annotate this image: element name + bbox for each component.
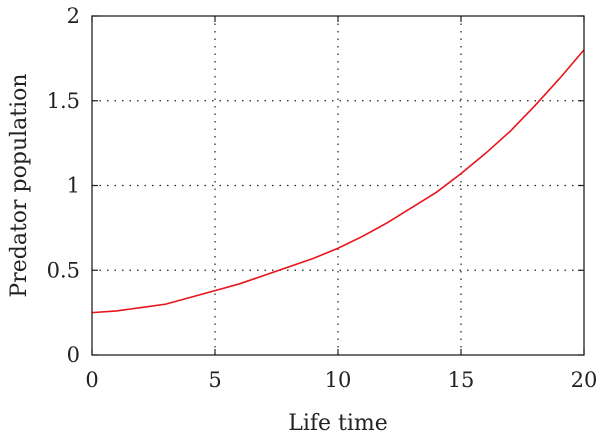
x-tick-label: 15 [448, 368, 475, 392]
tick-labels: 0 5 10 15 20 0 0.5 1 1.5 2 [47, 4, 598, 392]
x-tick-label: 10 [325, 368, 352, 392]
x-tick-label: 5 [208, 368, 221, 392]
x-tick-label: 0 [85, 368, 98, 392]
series-layer [91, 49, 585, 314]
y-tick-label: 1.5 [47, 89, 80, 113]
y-tick-label: 1 [67, 174, 80, 198]
x-tick-label: 20 [571, 368, 598, 392]
y-tick-label: 0 [67, 343, 80, 367]
plot-frame [91, 15, 585, 356]
y-tick-label: 0.5 [47, 258, 80, 282]
series-line [91, 49, 585, 314]
y-tick-label: 2 [67, 4, 80, 28]
x-axis-label: Life time [288, 411, 388, 436]
y-axis-label: Predator population [7, 73, 32, 297]
